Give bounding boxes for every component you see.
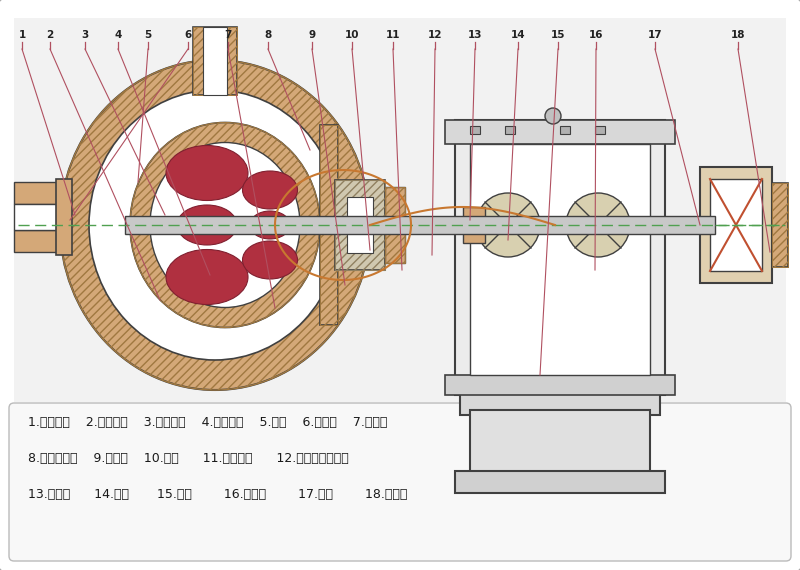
Bar [14,230,66,252]
Bar [710,179,762,271]
Ellipse shape [150,142,300,307]
Ellipse shape [89,90,341,360]
Bar [445,120,675,144]
Bar [460,390,660,415]
Bar [463,207,485,243]
Text: 13: 13 [468,30,482,40]
Bar [560,126,570,134]
Bar [203,27,227,95]
Bar [445,375,675,395]
Bar [470,126,480,134]
Bar [335,180,385,270]
Ellipse shape [60,60,370,390]
Ellipse shape [242,171,298,209]
Bar [385,187,405,263]
Text: 1.二级蜗壳    2.二级叶轮    3.一级蜗壳    4.一级叶轮    5.护板    6.进料体    7.定位套: 1.二级蜗壳 2.二级叶轮 3.一级蜗壳 4.一级叶轮 5.护板 6.进料体 7… [28,416,387,429]
Circle shape [476,193,540,257]
Text: 17: 17 [648,30,662,40]
Bar [193,27,237,95]
Bar [335,180,385,270]
Text: 10: 10 [345,30,359,40]
Bar [595,126,605,134]
Text: 3: 3 [82,30,89,40]
Ellipse shape [166,250,248,304]
Text: 18: 18 [730,30,746,40]
Circle shape [566,193,630,257]
Text: 15: 15 [550,30,566,40]
Bar [320,125,338,325]
Bar [470,144,650,375]
Bar [193,27,237,95]
Text: 11: 11 [386,30,400,40]
Bar [125,216,715,234]
Ellipse shape [130,123,320,328]
Ellipse shape [177,205,237,245]
Bar [772,183,788,267]
Text: 4: 4 [114,30,122,40]
Bar [385,187,405,263]
Bar [14,204,66,230]
Text: 7: 7 [224,30,232,40]
Text: 8: 8 [264,30,272,40]
Text: 8.副叶轮盖板    9.副叶轮    10.轴套      11.填料压盖      12.挡圈（拆卸环）: 8.副叶轮盖板 9.副叶轮 10.轴套 11.填料压盖 12.挡圈（拆卸环） [28,451,349,465]
Text: 9: 9 [309,30,315,40]
Bar [455,120,665,395]
Text: 12: 12 [428,30,442,40]
Bar [455,471,665,493]
Ellipse shape [242,241,298,279]
Text: 13.甮水杯      14.轴承       15.托架        16.轴承体        17.泵轴        18.联轴器: 13.甮水杯 14.轴承 15.托架 16.轴承体 17.泵轴 18.联轴器 [28,488,407,502]
Text: 16: 16 [589,30,603,40]
Bar [772,183,788,267]
FancyBboxPatch shape [9,403,791,561]
Bar [700,167,772,283]
Bar [56,179,72,255]
Text: 14: 14 [510,30,526,40]
Text: 5: 5 [144,30,152,40]
Bar [320,125,338,325]
Ellipse shape [250,211,290,239]
Text: 6: 6 [184,30,192,40]
Bar [505,126,515,134]
Bar [347,197,373,253]
Bar [470,410,650,475]
Text: 2: 2 [46,30,54,40]
Bar [14,18,786,402]
Text: 1: 1 [18,30,26,40]
Circle shape [545,108,561,124]
Ellipse shape [166,145,248,201]
Bar [14,182,66,204]
